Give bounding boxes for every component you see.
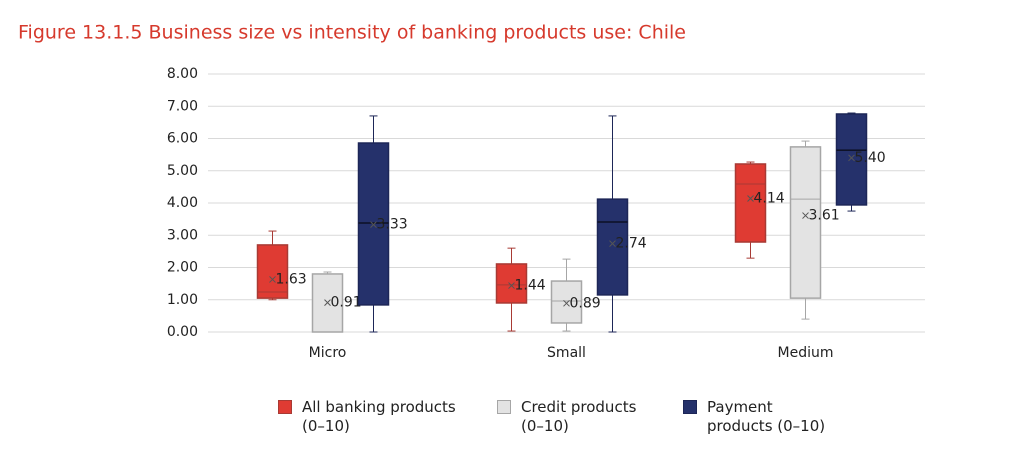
legend-swatch [278,400,292,414]
box [835,113,868,206]
mean-label: 3.61 [809,208,840,224]
mean-label: 0.91 [331,295,362,311]
mean-marker [848,154,855,162]
mean-marker [508,282,515,289]
box [596,198,629,296]
y-tick-label: 8.00 [167,66,198,82]
mean-label: 5.40 [855,150,886,166]
mean-label: 1.44 [515,278,546,294]
x-tick-label: Small [547,345,586,361]
y-tick-label: 7.00 [167,98,198,114]
y-tick-label: 0.00 [167,324,198,340]
legend-item: Payment products (0–10) [683,398,842,436]
mean-marker [563,299,570,307]
y-tick-label: 5.00 [167,163,198,179]
box [495,263,528,304]
mean-marker [269,276,276,283]
y-tick-label: 1.00 [167,292,198,308]
mean-label: 4.14 [754,190,785,206]
legend-item: Credit products (0–10) [497,398,641,436]
x-tick-label: Micro [309,345,347,361]
box [550,280,583,324]
box [789,146,822,299]
legend-label: All banking products (0–10) [302,398,456,435]
y-tick-label: 4.00 [167,195,198,211]
mean-label: 0.89 [570,295,601,311]
box [734,163,767,243]
y-tick-label: 6.00 [167,131,198,147]
legend-label: Credit products (0–10) [521,398,637,435]
chart-title: Figure 13.1.5 Business size vs intensity… [18,22,686,44]
legend-label: Payment products (0–10) [707,398,826,435]
mean-marker [324,299,331,307]
x-tick-label: Medium [778,345,834,361]
y-tick-label: 2.00 [167,260,198,276]
mean-marker [747,195,754,202]
mean-marker [802,212,809,219]
box [357,142,390,306]
legend-item: All banking products (0–10) [278,398,462,436]
box [256,244,289,299]
mean-label: 2.74 [616,236,647,252]
mean-marker [370,221,377,228]
mean-label: 3.33 [377,217,408,233]
mean-marker [609,240,616,247]
mean-label: 1.63 [276,271,307,287]
legend-swatch [683,400,697,414]
y-tick-label: 3.00 [167,227,198,243]
legend-swatch [497,400,511,414]
